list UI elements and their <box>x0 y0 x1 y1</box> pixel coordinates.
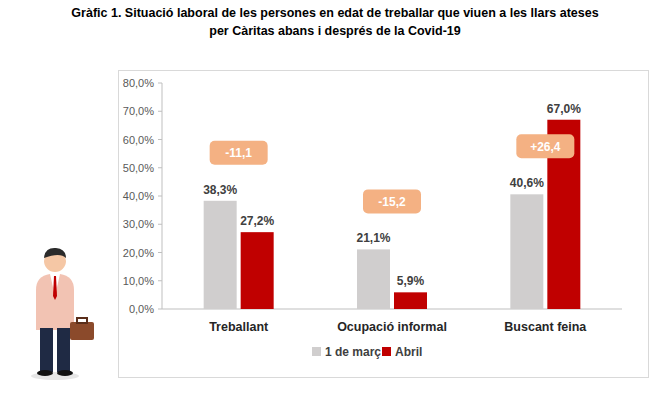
jacket <box>36 274 74 330</box>
title: per Càritas abans i després de la Covid-… <box>209 24 461 38</box>
tick-label: 20,0% <box>123 247 154 259</box>
bar <box>241 232 274 309</box>
tick-label: 30,0% <box>123 218 154 230</box>
data-label: 21,1% <box>356 231 390 245</box>
annotation-box <box>210 141 268 165</box>
title: Gràfic 1. Situació laboral de les person… <box>71 6 598 20</box>
category-label: Treballant <box>209 320 269 334</box>
tick-mark <box>158 111 162 112</box>
annotation: -15,2 <box>378 195 406 209</box>
bar <box>394 292 427 309</box>
annotation-box <box>363 189 421 213</box>
tick-mark <box>158 252 162 253</box>
tie <box>53 276 57 300</box>
tick-mark <box>158 196 162 197</box>
briefcase-handle <box>77 318 87 323</box>
tick-label: 10,0% <box>123 275 154 287</box>
data-label: 38,3% <box>203 183 237 197</box>
bar <box>510 194 543 309</box>
data-label: 27,2% <box>240 214 274 228</box>
tick-mark <box>158 309 162 310</box>
tick-mark <box>158 83 162 84</box>
bar <box>357 249 390 309</box>
annotation: +26,4 <box>530 140 561 154</box>
data-label: 67,0% <box>547 102 581 116</box>
tick-mark <box>158 167 162 168</box>
tick-label: 40,0% <box>123 190 154 202</box>
annotation-box <box>516 134 574 158</box>
legend-label: 1 de març <box>325 345 381 359</box>
tick-mark <box>158 224 162 225</box>
data-label: 40,6% <box>510 176 544 190</box>
data-label: 5,9% <box>397 274 425 288</box>
annotation: -11,1 <box>225 146 252 160</box>
bars <box>204 120 581 309</box>
leg <box>57 328 70 372</box>
hair <box>44 248 66 258</box>
bar <box>204 201 237 309</box>
category-label: Ocupació informal <box>337 320 447 334</box>
person-icon <box>31 248 94 380</box>
tick-label: 50,0% <box>123 162 154 174</box>
shoe <box>57 370 73 376</box>
shoe <box>37 370 53 376</box>
legend-swatch <box>312 347 321 356</box>
tick-label: 80,0% <box>123 77 154 89</box>
chart: Gràfic 1. Situació laboral de les person… <box>0 0 670 399</box>
briefcase <box>70 322 94 340</box>
tick-mark <box>158 139 162 140</box>
tick-label: 60,0% <box>123 134 154 146</box>
tick-label: 70,0% <box>123 105 154 117</box>
tick-label: 0,0% <box>129 303 154 315</box>
legend-swatch <box>382 347 391 356</box>
tick-mark <box>158 280 162 281</box>
legend-label: Abril <box>395 345 422 359</box>
chart-frame <box>119 71 649 378</box>
category-label: Buscant feina <box>504 320 587 334</box>
leg <box>40 328 53 372</box>
y-axis <box>162 83 163 309</box>
